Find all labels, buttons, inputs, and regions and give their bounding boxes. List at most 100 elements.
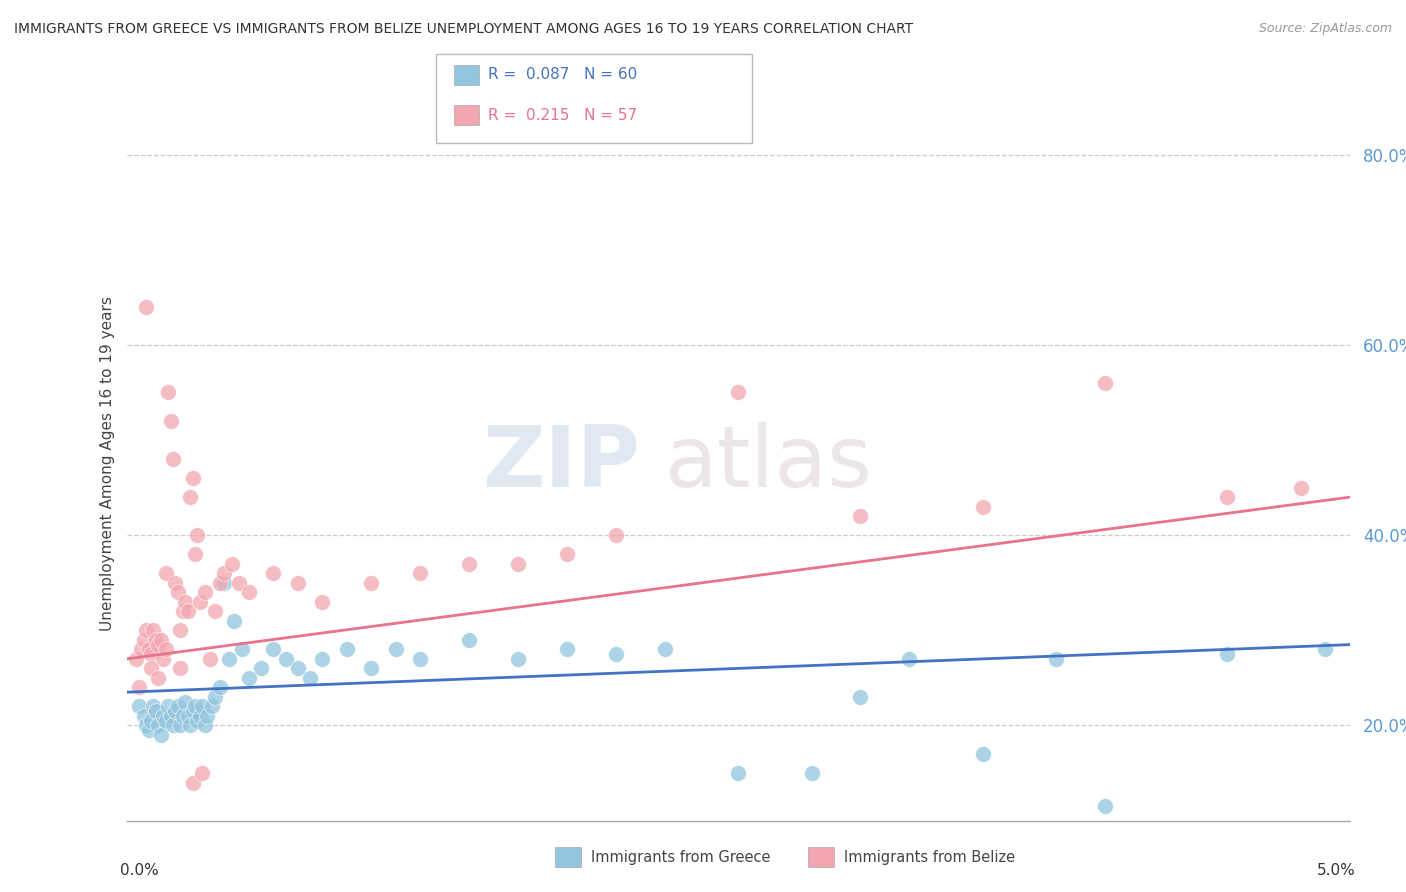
Point [181,471,204,485]
Point [139,647,162,661]
Point [138,642,160,657]
Point [274,652,297,666]
Point [128,699,150,714]
Point [555,642,578,657]
Point [605,528,627,542]
Point [1216,647,1239,661]
Text: Immigrants from Greece: Immigrants from Greece [591,850,770,864]
Point [135,624,157,638]
Point [184,547,207,561]
Point [159,709,181,723]
Point [727,385,749,400]
Point [181,775,204,789]
Point [148,718,170,732]
Point [311,595,333,609]
Point [162,452,184,467]
Point [148,671,170,685]
Point [208,681,231,695]
Point [169,624,191,638]
Point [174,695,197,709]
Point [186,528,208,542]
Point [238,671,260,685]
Point [458,632,481,647]
Point [506,652,529,666]
Point [169,661,191,675]
Point [506,557,529,571]
Point [135,718,157,732]
Point [228,575,250,590]
Point [800,766,823,780]
Point [1045,652,1067,666]
Point [898,652,921,666]
Text: R =  0.215   N = 57: R = 0.215 N = 57 [488,108,637,122]
Point [179,718,201,732]
Point [165,704,187,718]
Text: 0.0%: 0.0% [121,863,159,879]
Point [139,661,162,675]
Point [129,642,152,657]
Point [409,652,432,666]
Point [972,747,994,761]
Point [179,490,201,504]
Point [128,681,150,695]
Point [458,557,481,571]
Point [181,704,204,718]
Text: R =  0.087   N = 60: R = 0.087 N = 60 [488,68,637,82]
Text: IMMIGRANTS FROM GREECE VS IMMIGRANTS FROM BELIZE UNEMPLOYMENT AMONG AGES 16 TO 1: IMMIGRANTS FROM GREECE VS IMMIGRANTS FRO… [14,22,912,37]
Point [159,414,181,428]
Point [204,604,226,618]
Point [299,671,322,685]
Point [1216,490,1239,504]
Point [1094,376,1116,390]
Point [224,614,246,628]
Point [145,632,167,647]
Point [409,566,432,581]
Text: Source: ZipAtlas.com: Source: ZipAtlas.com [1258,22,1392,36]
Point [167,699,190,714]
Point [186,714,208,728]
Point [174,595,197,609]
Point [184,699,207,714]
Point [132,632,155,647]
Text: 5.0%: 5.0% [1317,863,1355,879]
Point [287,575,309,590]
Point [1094,799,1116,814]
Point [311,652,333,666]
Point [214,566,236,581]
Point [177,709,200,723]
Point [139,714,162,728]
Point [157,699,180,714]
Point [172,709,194,723]
Point [165,575,187,590]
Point [214,575,236,590]
Point [204,690,226,704]
Point [384,642,406,657]
Text: atlas: atlas [665,422,873,506]
Point [149,632,172,647]
Point [287,661,309,675]
Text: ZIP: ZIP [482,422,640,506]
Point [849,509,872,524]
Text: Immigrants from Belize: Immigrants from Belize [844,850,1015,864]
Point [231,642,253,657]
Point [360,575,382,590]
Point [152,652,174,666]
Point [605,647,627,661]
Point [360,661,382,675]
Point [654,642,676,657]
Point [250,661,273,675]
Point [727,766,749,780]
Point [1315,642,1337,657]
Point [972,500,994,514]
Point [142,699,165,714]
Point [191,699,214,714]
Point [162,718,184,732]
Point [155,642,177,657]
Point [149,728,172,742]
Point [172,604,194,618]
Point [262,642,284,657]
Point [157,385,180,400]
Point [142,624,165,638]
Point [177,604,200,618]
Point [191,766,214,780]
